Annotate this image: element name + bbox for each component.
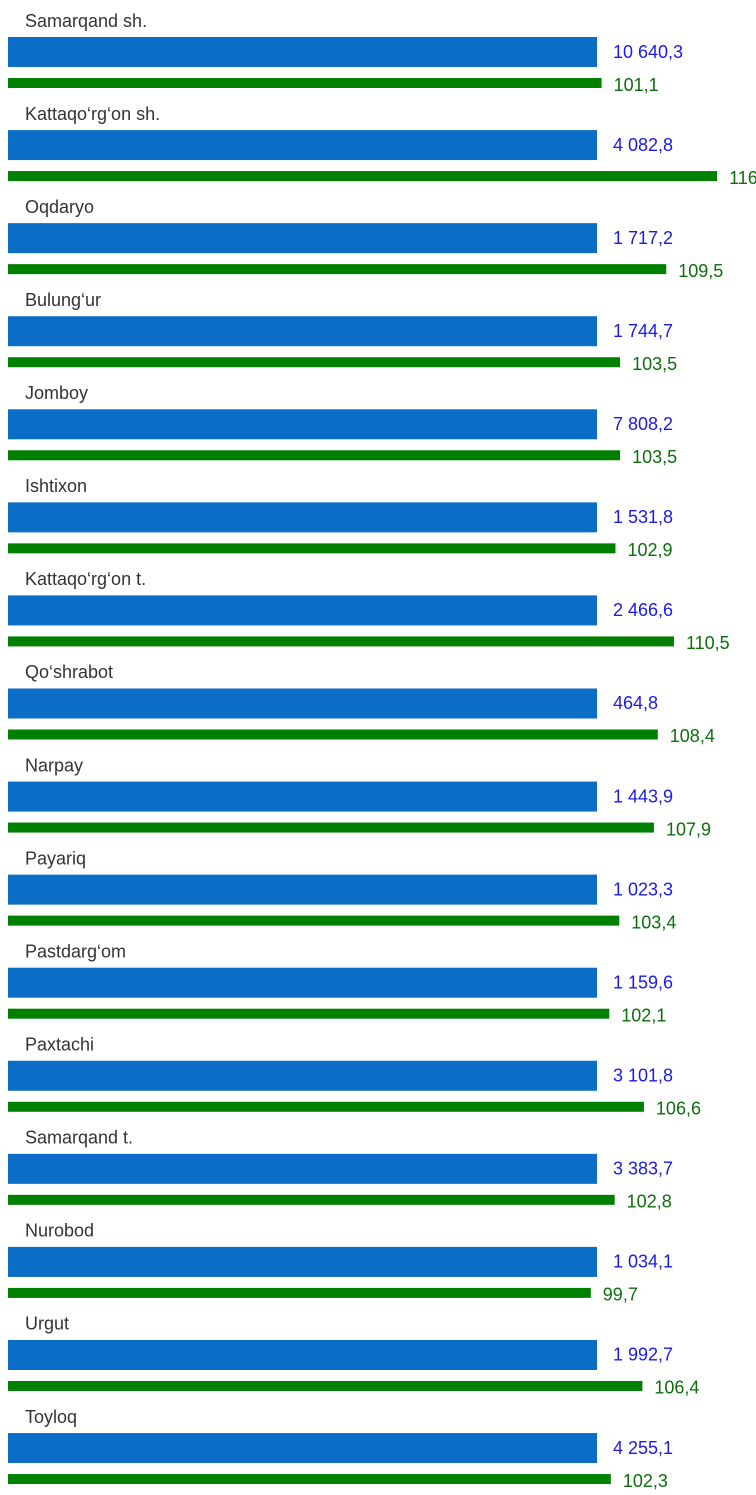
value-label: 102,9 xyxy=(627,540,672,560)
bar xyxy=(8,688,597,719)
category-label: Narpay xyxy=(25,755,83,775)
category-label: Pastdarg‘om xyxy=(25,941,126,961)
category-label: Ishtixon xyxy=(25,476,87,496)
value-label: 101,1 xyxy=(614,75,659,95)
bar xyxy=(8,1474,611,1485)
bar xyxy=(8,1339,597,1370)
bar xyxy=(8,967,597,998)
value-label: 3 101,8 xyxy=(613,1066,673,1086)
category-label: Oqdaryo xyxy=(25,197,94,217)
bar xyxy=(8,78,602,88)
bar xyxy=(8,37,597,67)
value-label: 102,1 xyxy=(621,1005,666,1025)
bar xyxy=(8,171,718,182)
category-label: Samarqand sh. xyxy=(25,11,147,31)
bar xyxy=(8,357,621,368)
value-label: 464,8 xyxy=(613,693,658,713)
bar xyxy=(8,1246,597,1277)
value-label: 102,8 xyxy=(627,1192,672,1212)
bar xyxy=(8,915,620,926)
value-label: 110,5 xyxy=(686,633,730,653)
bar xyxy=(8,729,658,740)
category-label: Nurobod xyxy=(25,1221,94,1241)
value-label: 109,5 xyxy=(678,261,723,281)
bar xyxy=(8,1433,597,1464)
bar xyxy=(8,781,597,812)
value-label: 4 082,8 xyxy=(613,135,673,155)
value-label: 1 023,3 xyxy=(613,879,673,899)
bar xyxy=(8,1101,644,1112)
bar xyxy=(8,1194,615,1205)
value-label: 10 640,3 xyxy=(613,42,683,62)
bar xyxy=(8,450,621,461)
bar xyxy=(8,874,597,905)
category-label: Payariq xyxy=(25,848,86,868)
bar xyxy=(8,822,654,833)
bar xyxy=(8,316,597,347)
value-label: 1 443,9 xyxy=(613,786,673,806)
value-label: 7 808,2 xyxy=(613,414,673,434)
category-label: Urgut xyxy=(25,1314,69,1334)
value-label: 106,4 xyxy=(654,1378,699,1398)
value-label: 1 159,6 xyxy=(613,972,673,992)
value-label: 2 466,6 xyxy=(613,600,673,620)
bar xyxy=(8,1287,591,1298)
value-label: 107,9 xyxy=(666,819,711,839)
bar xyxy=(8,1380,643,1391)
value-label: 1 992,7 xyxy=(613,1345,673,1365)
category-label: Samarqand t. xyxy=(25,1128,133,1148)
category-label: Jomboy xyxy=(25,383,88,403)
value-label: 106,6 xyxy=(656,1099,701,1119)
category-label: Bulung‘ur xyxy=(25,290,101,310)
value-label: 3 383,7 xyxy=(613,1159,673,1179)
bar xyxy=(8,502,597,533)
value-label: 102,3 xyxy=(623,1471,668,1490)
bar xyxy=(8,223,597,254)
bar xyxy=(8,1008,610,1019)
bar xyxy=(8,595,597,626)
bar xyxy=(8,543,616,554)
value-label: 103,5 xyxy=(632,354,677,374)
value-label: 1 034,1 xyxy=(613,1252,673,1272)
value-label: 116,1 xyxy=(729,168,756,188)
category-label: Qo‘shrabot xyxy=(25,662,113,682)
bar xyxy=(8,409,597,440)
category-label: Kattaqo‘rg‘on sh. xyxy=(25,104,160,124)
bar xyxy=(8,1153,597,1184)
value-label: 103,5 xyxy=(632,447,677,467)
value-label: 99,7 xyxy=(603,1285,638,1305)
bar xyxy=(8,264,667,275)
category-label: Toyloq xyxy=(25,1407,77,1427)
value-label: 103,4 xyxy=(631,912,676,932)
value-label: 4 255,1 xyxy=(613,1438,673,1458)
category-label: Kattaqo‘rg‘on t. xyxy=(25,569,146,589)
bar xyxy=(8,1060,597,1091)
category-label: Paxtachi xyxy=(25,1035,94,1055)
value-label: 1 717,2 xyxy=(613,228,673,248)
bar xyxy=(8,130,597,161)
bar xyxy=(8,636,674,647)
value-label: 108,4 xyxy=(670,726,715,746)
value-label: 1 531,8 xyxy=(613,507,673,527)
value-label: 1 744,7 xyxy=(613,321,673,341)
